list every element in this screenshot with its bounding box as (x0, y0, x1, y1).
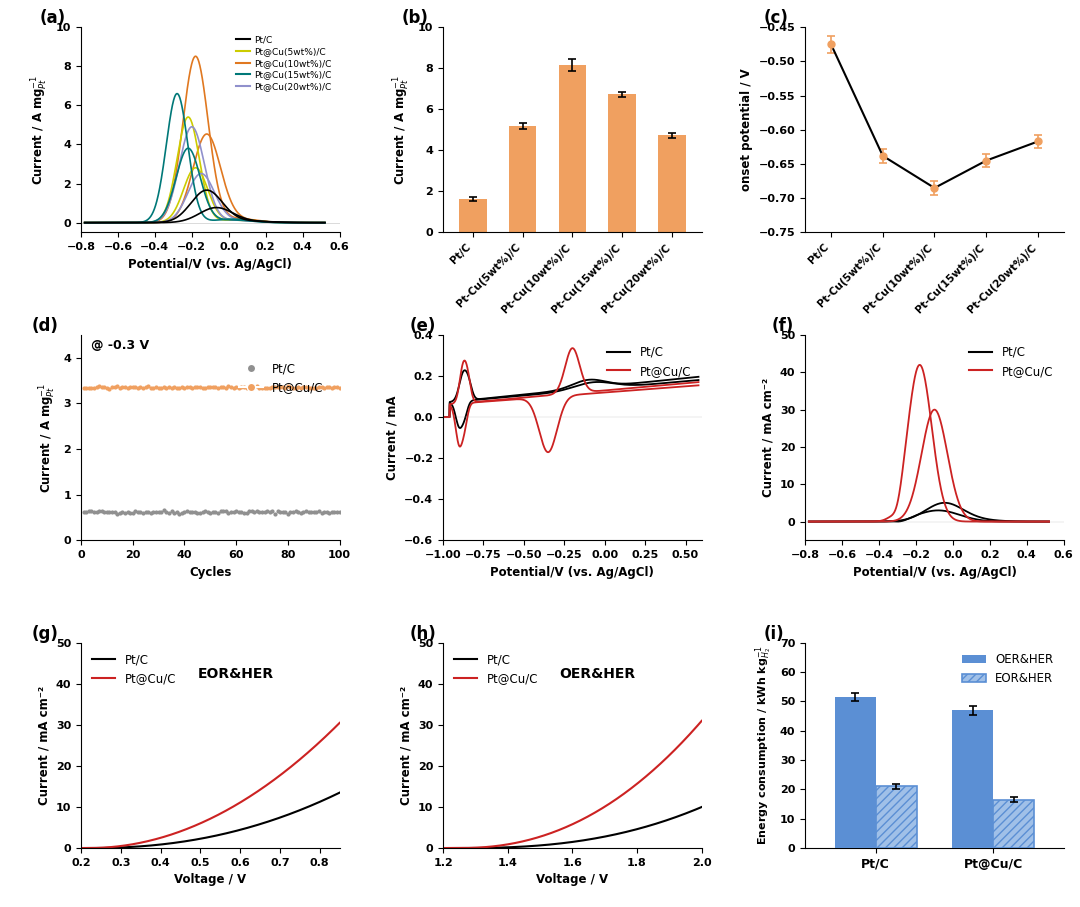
X-axis label: Voltage / V: Voltage / V (537, 873, 608, 886)
Y-axis label: Current / mA: Current / mA (386, 395, 399, 480)
Text: OER&HER: OER&HER (559, 667, 636, 681)
Text: (i): (i) (764, 625, 784, 643)
Y-axis label: Current / A mg$^{-1}_{Pt}$: Current / A mg$^{-1}_{Pt}$ (392, 74, 413, 185)
Text: (b): (b) (402, 9, 429, 27)
Y-axis label: Current / mA cm⁻²: Current / mA cm⁻² (400, 686, 413, 805)
X-axis label: Voltage / V: Voltage / V (174, 873, 246, 886)
X-axis label: Cycles: Cycles (189, 565, 231, 579)
Bar (876, 786, 917, 848)
Bar (509, 126, 537, 232)
Bar (558, 65, 586, 232)
Legend: Pt/C, Pt@Cu/C: Pt/C, Pt@Cu/C (234, 357, 328, 399)
X-axis label: Potential/V (vs. Ag/AgCl): Potential/V (vs. Ag/AgCl) (852, 565, 1016, 579)
Bar (658, 135, 686, 232)
Bar (608, 94, 636, 232)
Y-axis label: Current / mA cm⁻²: Current / mA cm⁻² (761, 378, 774, 497)
Legend: OER&HER, EOR&HER: OER&HER, EOR&HER (957, 649, 1058, 690)
Text: @ -0.3 V: @ -0.3 V (92, 339, 149, 353)
Text: (d): (d) (32, 317, 58, 335)
Text: (f): (f) (771, 317, 794, 335)
Y-axis label: Energy consumption / kWh kg$^{-1}_{H_2}$: Energy consumption / kWh kg$^{-1}_{H_2}$ (754, 646, 774, 845)
Legend: Pt/C, Pt@Cu/C: Pt/C, Pt@Cu/C (86, 649, 181, 690)
Text: EOR&HER: EOR&HER (198, 667, 273, 681)
Y-axis label: onset potential / V: onset potential / V (740, 68, 753, 191)
Legend: Pt/C, Pt@Cu/C: Pt/C, Pt@Cu/C (602, 341, 696, 382)
Y-axis label: Current / mA cm⁻²: Current / mA cm⁻² (37, 686, 51, 805)
Bar (459, 199, 487, 232)
Legend: Pt/C, Pt@Cu/C: Pt/C, Pt@Cu/C (963, 341, 1058, 382)
Bar (994, 800, 1035, 848)
Legend: Pt/C, Pt@Cu/C: Pt/C, Pt@Cu/C (449, 649, 543, 690)
X-axis label: Potential/V (vs. Ag/AgCl): Potential/V (vs. Ag/AgCl) (490, 565, 654, 579)
Y-axis label: Current / A mg$^{-1}_{Pt}$: Current / A mg$^{-1}_{Pt}$ (38, 383, 58, 493)
Y-axis label: Current / A mg$^{-1}_{Pt}$: Current / A mg$^{-1}_{Pt}$ (30, 74, 51, 185)
Text: (g): (g) (32, 625, 58, 643)
Text: (a): (a) (40, 9, 66, 27)
Bar (953, 710, 994, 848)
Bar (835, 697, 876, 848)
Legend: Pt/C, Pt@Cu(5wt%)/C, Pt@Cu(10wt%)/C, Pt@Cu(15wt%)/C, Pt@Cu(20wt%)/C: Pt/C, Pt@Cu(5wt%)/C, Pt@Cu(10wt%)/C, Pt@… (232, 32, 335, 94)
Text: (e): (e) (409, 317, 436, 335)
X-axis label: Potential/V (vs. Ag/AgCl): Potential/V (vs. Ag/AgCl) (129, 258, 293, 270)
Text: (h): (h) (409, 625, 436, 643)
Text: (c): (c) (764, 9, 788, 27)
